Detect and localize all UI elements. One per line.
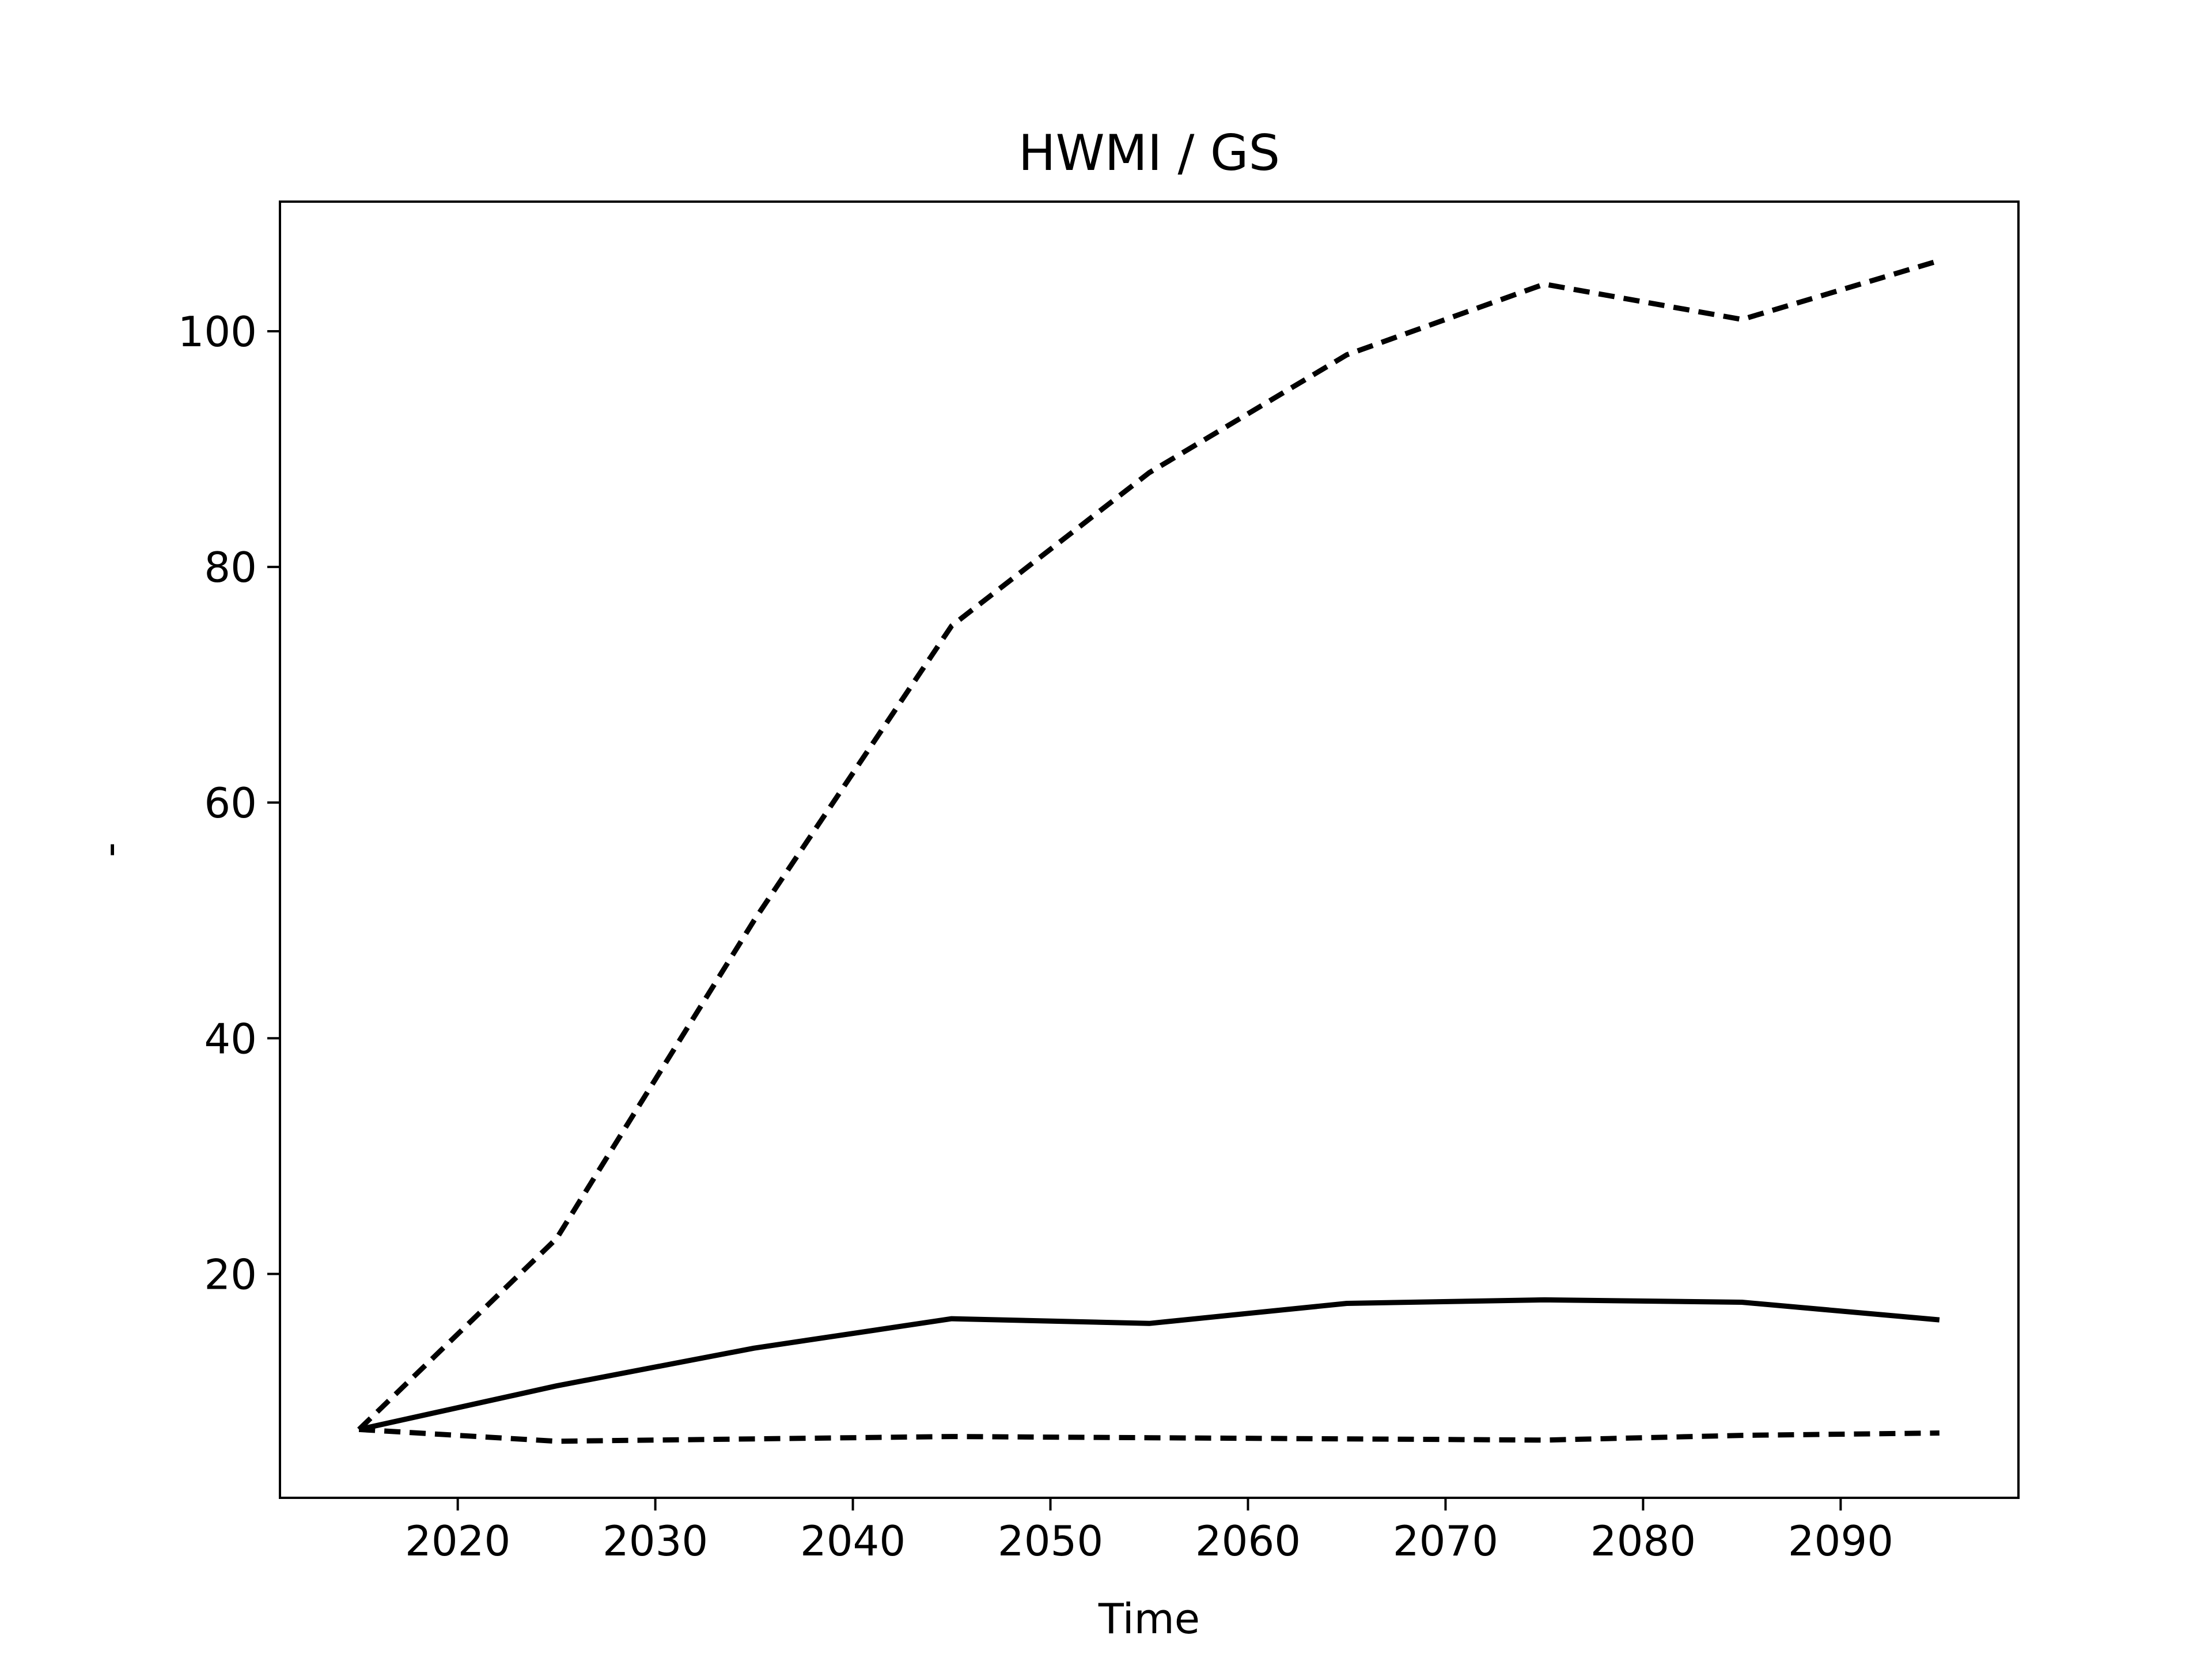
y-axis: 20 40 60 80 100	[178, 308, 280, 1298]
y-tick-label: 40	[204, 1014, 257, 1063]
x-tick-label: 2050	[998, 1517, 1103, 1565]
y-axis-label: -	[85, 842, 134, 857]
x-tick-label: 2040	[800, 1517, 906, 1565]
x-tick-label: 2070	[1393, 1517, 1498, 1565]
x-tick-label: 2080	[1590, 1517, 1696, 1565]
y-tick-label: 80	[204, 543, 257, 592]
series-line-1	[357, 258, 1941, 1432]
y-tick-label: 100	[178, 308, 257, 356]
chart-title: HWMI / GS	[1018, 124, 1280, 182]
plot-frame	[279, 200, 2020, 1499]
x-axis-label: Time	[1098, 1595, 1200, 1643]
series-line-2	[358, 1297, 1940, 1432]
series-layer	[357, 258, 1941, 1444]
y-tick-label: 20	[204, 1250, 257, 1298]
x-tick-label: 2030	[603, 1517, 708, 1565]
x-tick-label: 2090	[1788, 1517, 1893, 1565]
x-tick-label: 2020	[405, 1517, 510, 1565]
x-tick-label: 2060	[1195, 1517, 1301, 1565]
series-line-3	[358, 1426, 1940, 1444]
y-tick-label: 60	[204, 779, 257, 827]
x-axis: 2020 2030 2040 2050 2060 2070 2080 2090	[405, 1498, 1893, 1565]
